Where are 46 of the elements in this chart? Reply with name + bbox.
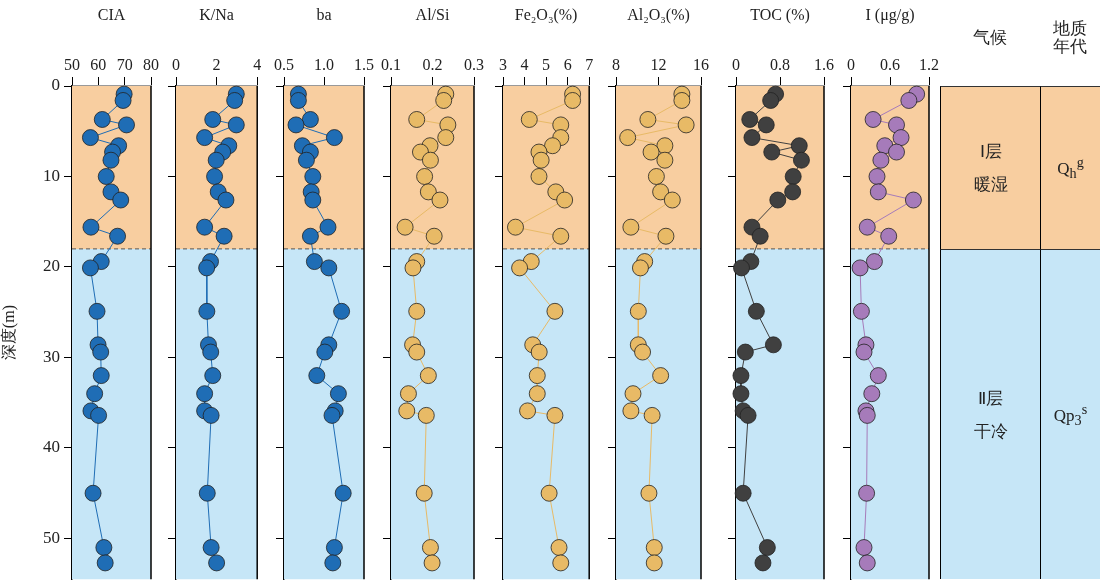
x-tick-label: 70 — [116, 55, 133, 73]
y-tick-label: 0 — [51, 75, 60, 95]
x-tick-label: 2 — [212, 55, 221, 73]
x-tick-label: 4 — [253, 55, 262, 73]
x-tick-label: 0 — [847, 55, 855, 73]
x-tick-label: 1.2 — [919, 55, 939, 73]
x-tick-label: 7 — [585, 55, 594, 73]
x-axis-title: Al₂O₃(%) — [627, 5, 690, 24]
x-tick-label: 1.0 — [314, 55, 334, 73]
x-axis-title: TOC (%) — [750, 5, 810, 24]
y-axis-title: 深度(m) — [0, 305, 18, 361]
x-tick-label: 5 — [542, 55, 551, 73]
text: 气候 — [972, 28, 1008, 48]
y-tick-label: 30 — [43, 346, 60, 366]
x-tick-label: 80 — [143, 55, 159, 73]
x-tick-label: 60 — [90, 55, 107, 73]
x-axis-title: ba — [316, 5, 332, 23]
x-tick-label: 1.5 — [354, 55, 374, 73]
x-tick-label: 8 — [612, 55, 620, 73]
x-tick-label: 0.5 — [274, 55, 294, 73]
x-tick-label: 6 — [563, 55, 572, 73]
layer-block: Ⅱ层 干冷 — [940, 248, 1040, 580]
x-tick-label: 0.3 — [464, 55, 484, 73]
y-tick-label: 40 — [43, 437, 60, 457]
x-axis-title: CIA — [97, 5, 126, 23]
layer-block: Ⅰ层 暖湿 — [940, 86, 1040, 249]
x-tick-label: 0.8 — [770, 55, 790, 73]
x-tick-label: 3 — [499, 55, 507, 73]
x-axis-title: Al/Si — [415, 5, 450, 23]
y-tick-label: 50 — [43, 527, 60, 547]
x-tick-label: 0 — [732, 55, 740, 73]
x-axis-title: Fe₂O₃(%) — [514, 5, 578, 24]
x-tick-label: 0.2 — [422, 55, 443, 73]
x-tick-label: 50 — [64, 55, 80, 73]
x-axis-title: I (μg/g) — [865, 5, 915, 24]
x-tick-label: 4 — [520, 55, 529, 73]
x-tick-label: 0.6 — [880, 55, 900, 73]
x-tick-label: 16 — [693, 55, 709, 73]
x-tick-label: 0 — [172, 55, 180, 73]
y-tick-label: 20 — [43, 256, 60, 276]
y-tick-label: 10 — [43, 165, 60, 185]
text: 地质年代 — [1052, 19, 1088, 56]
x-tick-label: 0.1 — [381, 55, 401, 73]
x-tick-label: 1.6 — [814, 55, 834, 73]
x-tick-label: 12 — [650, 55, 667, 73]
x-axis-title: K/Na — [199, 5, 234, 23]
